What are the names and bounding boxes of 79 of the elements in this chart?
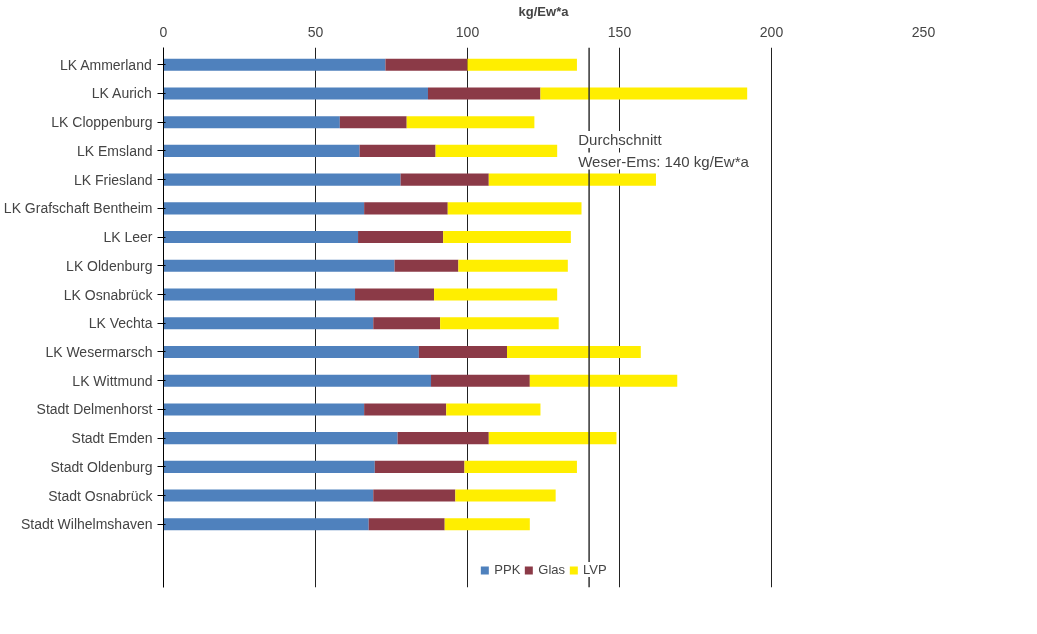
y-tick-label: LK Wesermarsch [45, 343, 153, 360]
bar [364, 403, 447, 416]
bar [373, 317, 441, 330]
bar [434, 288, 558, 301]
bar [163, 374, 432, 387]
bar [447, 202, 582, 215]
bar [163, 460, 375, 473]
y-tick-label: LK Friesland [73, 171, 153, 188]
y-tick-label: LK Vechta [88, 315, 153, 332]
y-tick-label: LK Emsland [77, 142, 153, 159]
bar [339, 116, 407, 129]
bar [507, 345, 641, 358]
bar [358, 231, 444, 244]
y-tick-label: LK Leer [103, 229, 153, 246]
bar [400, 173, 489, 186]
y-tick-label: Stadt Wilhelmshaven [21, 516, 153, 533]
x-tick-label: 200 [759, 23, 784, 40]
y-tick-label: LK Osnabrück [63, 286, 154, 303]
bar [163, 317, 374, 330]
bar [163, 259, 395, 272]
x-tick-label: 250 [911, 23, 936, 40]
bar [435, 144, 558, 157]
y-tick-label: Stadt Osnabrück [48, 487, 154, 504]
bar [373, 489, 456, 502]
bar [488, 173, 656, 186]
bar [458, 259, 568, 272]
x-tick-label: 100 [455, 23, 480, 40]
bar [163, 202, 365, 215]
bar [163, 345, 419, 358]
bar [163, 173, 401, 186]
bar [394, 259, 459, 272]
bar [163, 144, 360, 157]
bar [529, 374, 678, 387]
x-tick-label: 0 [159, 23, 168, 40]
bar [540, 87, 748, 100]
y-tick-label: LK Oldenburg [66, 257, 153, 274]
bar [406, 116, 535, 129]
bar [443, 231, 571, 244]
bar [163, 489, 374, 502]
bar [385, 58, 468, 71]
bar [364, 202, 448, 215]
bar [163, 87, 428, 100]
bar [446, 403, 541, 416]
bar [163, 403, 365, 416]
bar [418, 345, 508, 358]
y-tick-label: LK Aurich [91, 85, 152, 102]
y-tick-label: LK Wittmund [72, 372, 153, 389]
y-tick-label: LK Ammerland [59, 56, 152, 73]
legend-label: PPK [494, 562, 521, 577]
y-tick-label: LK Cloppenburg [51, 114, 153, 131]
y-tick-label: Stadt Oldenburg [50, 458, 153, 475]
bar [427, 87, 541, 100]
bar [440, 317, 559, 330]
ref-line-label: Durchschnitt Weser-Ems: 140 kg/Ew*a [578, 131, 750, 170]
bar [455, 489, 556, 502]
bar [359, 144, 436, 157]
bar [431, 374, 530, 387]
bar [368, 518, 445, 531]
y-tick-label: Stadt Emden [71, 430, 153, 447]
x-tick-label: 50 [307, 23, 324, 40]
bar [488, 432, 617, 445]
bar [163, 288, 356, 301]
bar [163, 432, 398, 445]
bar [163, 58, 386, 71]
bar [467, 58, 577, 71]
bar [355, 288, 435, 301]
bar [163, 231, 359, 244]
bar [163, 518, 369, 531]
bar [163, 116, 340, 129]
bar [397, 432, 489, 445]
x-axis-title: kg/Ew*a [518, 3, 570, 19]
bar [444, 518, 530, 531]
y-tick-label: LK Grafschaft Bentheim [3, 200, 153, 217]
bar [374, 460, 465, 473]
y-tick-label: Stadt Delmenhorst [36, 401, 153, 418]
legend-label: Glas [538, 562, 566, 577]
x-tick-label: 150 [607, 23, 632, 40]
legend-label: LVP [583, 562, 607, 577]
bar [464, 460, 577, 473]
